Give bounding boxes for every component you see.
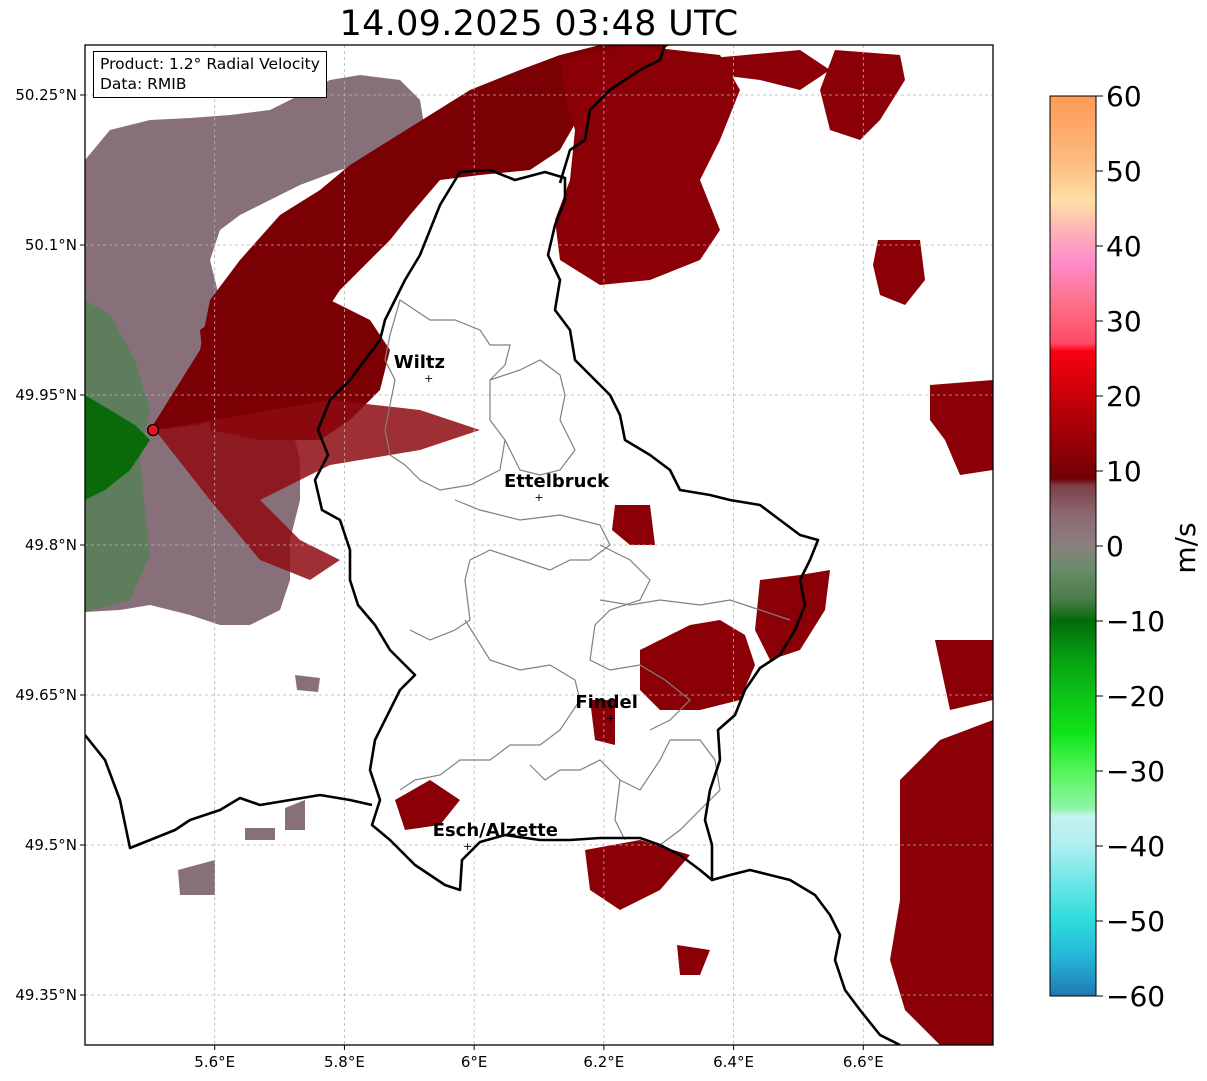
map-area[interactable]: +Wiltz+Ettelbruck+Findel+Esch/Alzette bbox=[84, 44, 994, 1046]
colorbar: 60 50 40 30 20 10 0 −10 −20 −30 −40 −50 −60 m/s bbox=[1049, 80, 1202, 1013]
colorbar-tick-label: 20 bbox=[1106, 380, 1142, 413]
canton-border-north bbox=[384, 299, 511, 491]
city-marker: + bbox=[534, 491, 543, 504]
canton-border-southwest bbox=[529, 759, 621, 781]
cantonal-borders bbox=[384, 299, 791, 846]
colorbar-tick-label: 40 bbox=[1106, 230, 1142, 263]
lon-tick-label: 6.6°E bbox=[843, 1053, 884, 1071]
colorbar-ticks: 60 50 40 30 20 10 0 −10 −20 −30 −40 −50 −60 bbox=[1096, 80, 1165, 1013]
colorbar-tick-label: −30 bbox=[1106, 755, 1165, 788]
border-germany-north bbox=[558, 45, 667, 184]
lat-tick-label: 49.35°N bbox=[15, 986, 77, 1004]
country-borders bbox=[85, 45, 901, 1045]
echo-ne-patches bbox=[690, 50, 993, 475]
colorbar-tick-label: −10 bbox=[1106, 605, 1165, 638]
radar-echoes bbox=[85, 45, 993, 1045]
colorbar-tick-label: −50 bbox=[1106, 905, 1165, 938]
city-marker: + bbox=[606, 712, 615, 725]
city-marker: + bbox=[424, 372, 433, 385]
colorbar-tick-label: 10 bbox=[1106, 455, 1142, 488]
data-source-label: Data: RMIB bbox=[100, 75, 187, 93]
lat-tick-label: 49.95°N bbox=[15, 386, 77, 404]
colorbar-tick-label: −40 bbox=[1106, 830, 1165, 863]
lon-tick-label: 6°E bbox=[461, 1053, 488, 1071]
canton-border-east bbox=[589, 544, 691, 731]
product-info-box: Product: 1.2° Radial Velocity Data: RMIB bbox=[93, 51, 327, 98]
lat-lon-gridlines bbox=[85, 45, 993, 1045]
lon-tick-label: 5.6°E bbox=[194, 1053, 235, 1071]
canton-border-center bbox=[489, 359, 576, 476]
echo-sw-patches bbox=[178, 675, 320, 895]
city-markers: +Wiltz+Ettelbruck+Findel+Esch/Alzette bbox=[394, 352, 638, 853]
colorbar-unit-label: m/s bbox=[1169, 522, 1202, 573]
border-luxembourg bbox=[313, 168, 820, 892]
city-marker: + bbox=[463, 840, 472, 853]
lon-tick-label: 5.8°E bbox=[324, 1053, 365, 1071]
echo-se-band bbox=[890, 640, 993, 1045]
canton-border-southeast bbox=[614, 739, 721, 846]
lat-tick-label: 49.5°N bbox=[25, 836, 77, 854]
city-label: Esch/Alzette bbox=[433, 820, 558, 841]
colorbar-tick-label: 30 bbox=[1106, 305, 1142, 338]
radar-site-marker bbox=[146, 423, 160, 437]
colorbar-tick-label: 0 bbox=[1106, 530, 1124, 563]
axis-ticks: 5.6°E 5.8°E 6°E 6.2°E 6.4°E 6.6°E 50.25°N 50.1°… bbox=[15, 86, 883, 1071]
lat-tick-label: 49.8°N bbox=[25, 536, 77, 554]
colorbar-tick-label: 50 bbox=[1106, 155, 1142, 188]
canton-border-south bbox=[399, 619, 581, 791]
echo-grayish-field bbox=[85, 75, 425, 625]
lon-tick-label: 6.4°E bbox=[713, 1053, 754, 1071]
colorbar-tick-label: −20 bbox=[1106, 680, 1165, 713]
city-label: Wiltz bbox=[394, 352, 445, 373]
city-label: Findel bbox=[575, 692, 638, 713]
canton-border-west bbox=[599, 599, 791, 621]
echo-spokes bbox=[155, 400, 480, 580]
lat-tick-label: 49.65°N bbox=[15, 686, 77, 704]
product-label: Product: 1.2° Radial Velocity bbox=[100, 55, 320, 73]
radar-site bbox=[146, 423, 160, 437]
lat-tick-label: 50.25°N bbox=[15, 86, 77, 104]
echo-east-band bbox=[590, 505, 830, 745]
lat-tick-label: 50.1°N bbox=[25, 236, 77, 254]
canton-border-mid bbox=[409, 499, 611, 641]
lon-tick-label: 6.2°E bbox=[583, 1053, 624, 1071]
border-france-belgium bbox=[85, 734, 373, 850]
echo-dark-green-core bbox=[85, 395, 150, 500]
city-label: Ettelbruck bbox=[504, 471, 610, 492]
colorbar-tick-label: 60 bbox=[1106, 80, 1142, 113]
colorbar-gradient bbox=[1049, 95, 1097, 997]
echo-ne-cluster bbox=[555, 45, 740, 285]
map-title: 14.09.2025 03:48 UTC bbox=[339, 4, 739, 44]
colorbar-tick-label: −60 bbox=[1106, 980, 1165, 1013]
border-france-east bbox=[711, 868, 901, 1045]
echo-south-patches bbox=[395, 780, 710, 975]
